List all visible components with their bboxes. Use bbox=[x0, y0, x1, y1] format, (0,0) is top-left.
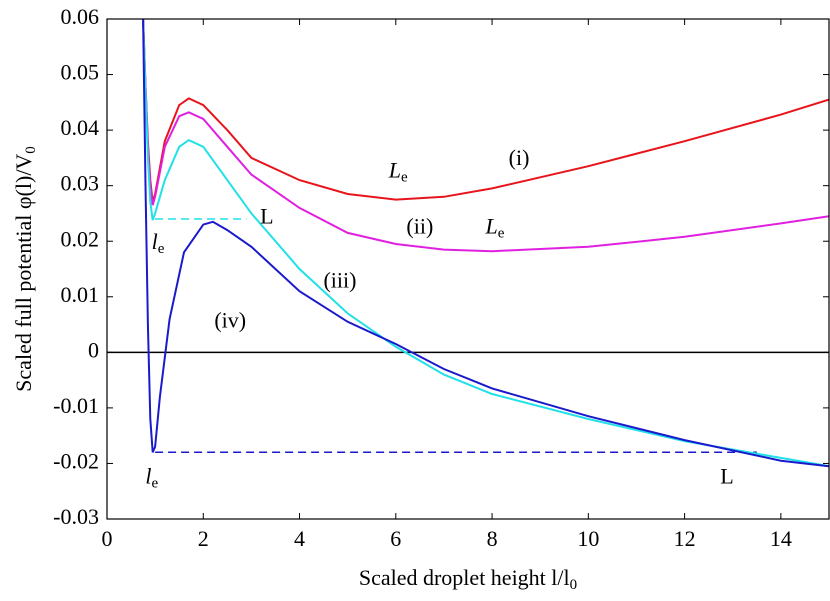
text-part: l bbox=[152, 229, 158, 254]
annotation: (iii) bbox=[323, 267, 356, 292]
annotation: (iv) bbox=[214, 307, 246, 332]
y-tick-label: 0.02 bbox=[61, 226, 100, 251]
y-tick-label: 0.03 bbox=[61, 171, 100, 196]
x-tick-label: 4 bbox=[294, 526, 305, 551]
y-tick-label: 0.01 bbox=[61, 282, 100, 307]
text-part: (iii) bbox=[323, 267, 356, 292]
text-part: e bbox=[151, 476, 158, 492]
x-tick-label: 10 bbox=[577, 526, 599, 551]
annotation: (i) bbox=[509, 145, 530, 170]
y-tick-label: 0.05 bbox=[61, 60, 100, 85]
x-axis-label: Scaled droplet height l/l0 bbox=[359, 565, 577, 593]
text-part: e bbox=[158, 241, 165, 257]
line-series bbox=[142, 19, 829, 468]
x-tick-label: 2 bbox=[198, 526, 209, 551]
annotation: Le bbox=[484, 213, 504, 241]
annotation: L bbox=[720, 463, 733, 488]
x-tick-label: 0 bbox=[102, 526, 113, 551]
y-tick-label: -0.01 bbox=[53, 393, 99, 418]
x-tick-label: 6 bbox=[390, 526, 401, 551]
y-tick-label: 0 bbox=[88, 337, 99, 362]
annotation: L bbox=[260, 203, 273, 228]
y-tick-label: 0.06 bbox=[61, 4, 100, 29]
annotation: Le bbox=[388, 157, 408, 185]
text-part: L bbox=[260, 203, 273, 228]
text-part: L bbox=[388, 157, 401, 182]
text-part: e bbox=[401, 170, 408, 186]
y-axis-label: Scaled full potential φ(l)/V0 bbox=[11, 146, 39, 392]
text-part: 0 bbox=[23, 146, 39, 154]
y-tick-label: 0.04 bbox=[61, 115, 100, 140]
annotation: (ii) bbox=[406, 213, 433, 238]
text-part: Scaled droplet height l/l bbox=[359, 565, 570, 590]
line-series bbox=[142, 19, 829, 203]
line-series bbox=[142, 19, 829, 468]
x-tick-label: 8 bbox=[487, 526, 498, 551]
plot-frame bbox=[106, 18, 830, 520]
text-part: l bbox=[145, 463, 151, 488]
x-tick-label: 12 bbox=[674, 526, 696, 551]
annotation: le bbox=[145, 463, 158, 491]
text-part: e bbox=[498, 226, 505, 242]
text-part: (iv) bbox=[214, 307, 246, 332]
y-tick-label: -0.02 bbox=[53, 448, 99, 473]
text-part: (i) bbox=[509, 145, 530, 170]
text-part: L bbox=[720, 463, 733, 488]
text-part: (ii) bbox=[406, 213, 433, 238]
line-series bbox=[142, 19, 829, 253]
annotation: le bbox=[152, 229, 165, 257]
x-tick-label: 14 bbox=[770, 526, 792, 551]
text-part: Scaled full potential φ(l)/V bbox=[11, 154, 36, 392]
text-part: 0 bbox=[570, 577, 578, 593]
y-tick-label: -0.03 bbox=[53, 504, 99, 529]
text-part: L bbox=[484, 213, 497, 238]
